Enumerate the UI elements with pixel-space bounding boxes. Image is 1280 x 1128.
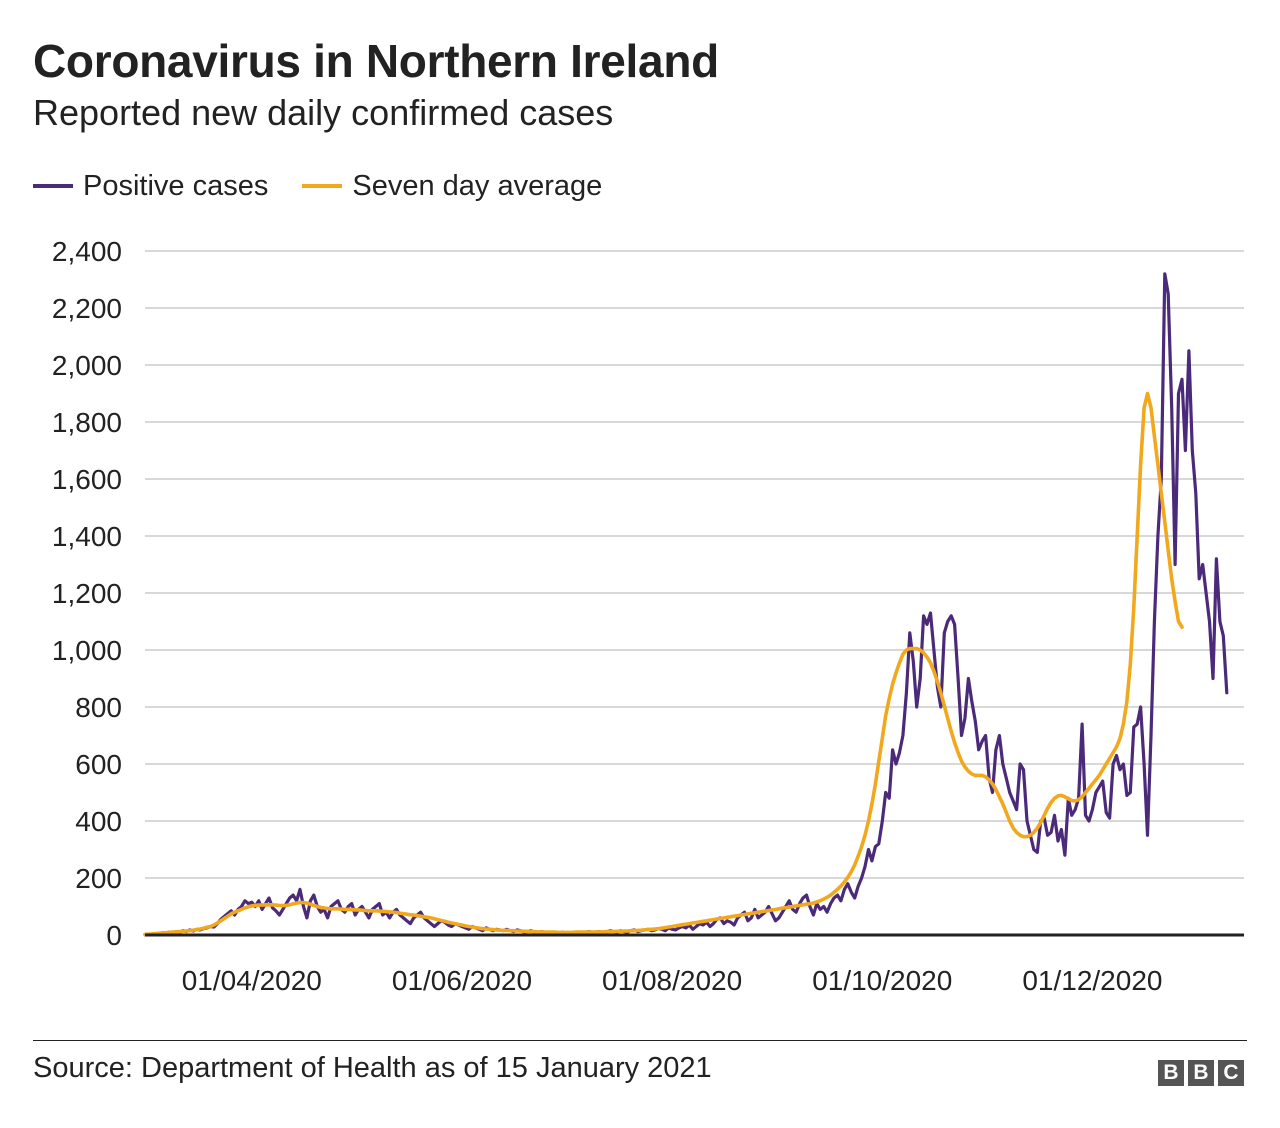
legend-label-positive-cases: Positive cases	[83, 169, 269, 202]
legend-swatch-seven-day-average	[302, 184, 343, 188]
y-tick-label: 2,200	[52, 293, 122, 324]
positive-cases-line	[143, 272, 1229, 937]
y-tick-label: 2,000	[52, 350, 122, 381]
y-tick-label: 0	[106, 920, 122, 951]
y-tick-label: 1,200	[52, 578, 122, 609]
y-tick-label: 1,600	[52, 464, 122, 495]
y-tick-label: 600	[75, 749, 122, 780]
legend-item-seven-day-average: Seven day average	[302, 170, 602, 203]
bbc-logo-letter: C	[1218, 1060, 1244, 1086]
y-tick-label: 1,400	[52, 521, 122, 552]
y-tick-label: 1,800	[52, 407, 122, 438]
chart-title: Coronavirus in Northern Ireland	[33, 35, 719, 87]
chart-subtitle: Reported new daily confirmed cases	[33, 92, 614, 133]
y-tick-label: 1,000	[52, 635, 122, 666]
bbc-logo: B B C	[1158, 1060, 1244, 1086]
source-note: Source: Department of Health as of 15 Ja…	[33, 1052, 712, 1084]
x-tick-label: 01/10/2020	[812, 965, 952, 996]
line-chart: 0 200 400 600 800 1,000 1,200 1,400 1,600 1,800 2,…	[52, 236, 1244, 996]
y-tick-label: 400	[75, 806, 122, 837]
bbc-logo-letter: B	[1188, 1060, 1214, 1086]
x-tick-label: 01/12/2020	[1022, 965, 1162, 996]
legend-label-seven-day-average: Seven day average	[352, 169, 603, 202]
chart-legend: Positive cases Seven day average	[33, 168, 636, 204]
y-tick-label: 2,400	[52, 236, 122, 267]
seven-day-average-line	[143, 391, 1184, 937]
x-tick-label: 01/04/2020	[182, 965, 322, 996]
y-tick-label: 800	[75, 692, 122, 723]
legend-swatch-positive-cases	[33, 184, 73, 188]
x-tick-label: 01/06/2020	[392, 965, 532, 996]
bbc-logo-letter: B	[1158, 1060, 1184, 1086]
footer-divider	[33, 1040, 1247, 1041]
legend-item-positive-cases: Positive cases	[33, 170, 268, 203]
y-tick-label: 200	[75, 863, 122, 894]
x-tick-label: 01/08/2020	[602, 965, 742, 996]
